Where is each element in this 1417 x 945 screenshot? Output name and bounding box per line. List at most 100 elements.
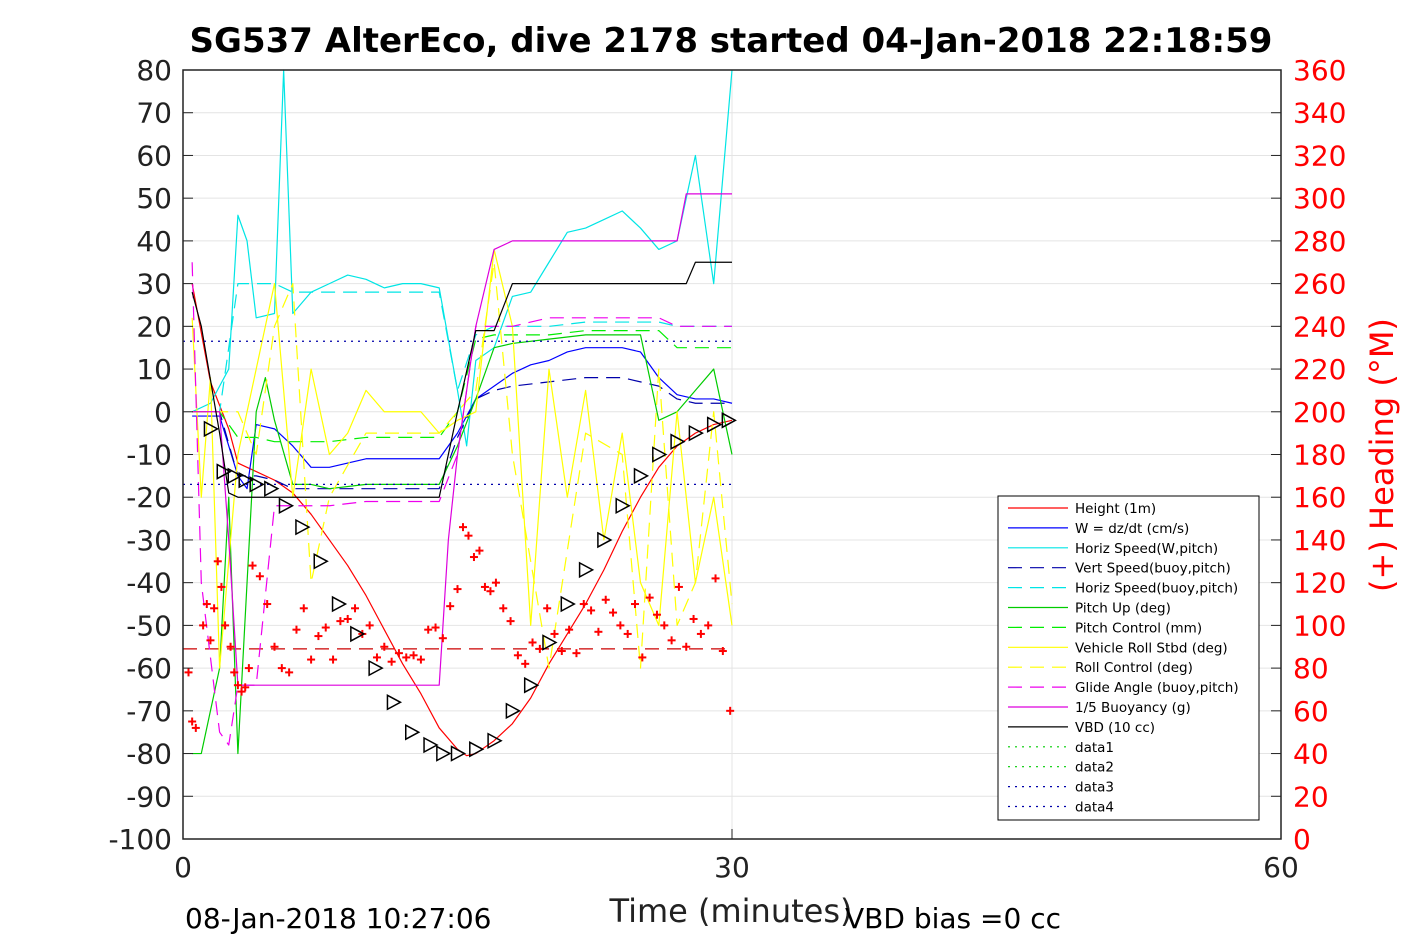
- y-tick-label: -80: [126, 738, 172, 771]
- right-tick-label: 20: [1293, 780, 1329, 813]
- dive-profile-marker: [450, 745, 467, 762]
- right-tick-label: 120: [1293, 567, 1346, 600]
- right-tick-label: 320: [1293, 139, 1346, 172]
- y-tick-label: -90: [126, 780, 172, 813]
- dive-profile-marker: [313, 553, 329, 570]
- heading-point: [572, 649, 581, 658]
- right-tick-label: 260: [1293, 268, 1346, 301]
- heading-point: [594, 627, 603, 636]
- dive-profile-marker: [688, 424, 704, 442]
- right-tick-label: 240: [1293, 310, 1346, 343]
- right-tick-label: 200: [1293, 396, 1346, 429]
- dive-profile-marker: [633, 467, 650, 485]
- right-tick-label: 300: [1293, 182, 1346, 215]
- heading-point: [329, 655, 338, 664]
- heading-point: [480, 582, 489, 591]
- right-tick-label: 80: [1293, 652, 1329, 685]
- series-line-11: [191, 261, 732, 498]
- plot-area: [183, 69, 737, 762]
- heading-point: [601, 595, 610, 604]
- dive-profile-marker: [405, 723, 421, 741]
- legend-label: VBD (10 cc): [1075, 720, 1155, 736]
- dive-profile-marker: [487, 732, 503, 749]
- legend-label: Horiz Speed(W,pitch): [1075, 541, 1218, 557]
- dive-profile-marker: [227, 467, 243, 485]
- right-axis-label: (+) Heading (°M): [1363, 318, 1401, 592]
- heading-point: [233, 681, 242, 690]
- y-tick-label: 60: [136, 139, 172, 172]
- heading-point: [184, 668, 193, 677]
- y-tick-label: -70: [126, 695, 172, 728]
- heading-point: [217, 582, 226, 591]
- dive-profile-marker: [560, 595, 576, 613]
- heading-point: [660, 621, 669, 630]
- dive-profile-marker: [203, 420, 220, 438]
- legend-label: W = dz/dt (cm/s): [1075, 521, 1189, 537]
- legend-label: 1/5 Buoyancy (g): [1075, 700, 1191, 716]
- heading-point: [237, 687, 246, 696]
- heading-point: [645, 593, 654, 602]
- heading-point: [704, 621, 713, 630]
- heading-point: [464, 531, 473, 540]
- y-tick-label: 30: [136, 268, 172, 301]
- heading-point: [402, 653, 411, 662]
- legend-label: Vert Speed(buoy,pitch): [1075, 561, 1231, 577]
- y-tick-label: -50: [126, 609, 172, 642]
- legend-label: Pitch Up (deg): [1075, 601, 1171, 617]
- chart-title: SG537 AlterEco, dive 2178 started 04-Jan…: [190, 21, 1273, 61]
- dive-profile-marker: [652, 446, 668, 463]
- footer-vbd-bias: VBD bias =0 cc: [845, 902, 1061, 935]
- right-tick-label: 220: [1293, 353, 1346, 386]
- heading-point: [674, 582, 683, 591]
- heading-point: [226, 642, 235, 651]
- heading-point: [221, 621, 230, 630]
- dive-profile-marker: [386, 694, 403, 711]
- legend-box: [997, 495, 1260, 821]
- dive-profile-marker: [542, 634, 558, 651]
- series-line-5: [192, 334, 733, 755]
- y-tick-label: 50: [136, 182, 172, 215]
- y-tick-label: 10: [136, 353, 172, 386]
- heading-point: [380, 642, 389, 651]
- x-tick-label: 30: [714, 851, 750, 884]
- heading-point: [506, 617, 515, 626]
- heading-point: [438, 634, 447, 643]
- right-tick-label: 280: [1293, 225, 1346, 258]
- y-tick-label: 70: [136, 97, 172, 130]
- dive-profile-marker: [505, 702, 521, 720]
- heading-point: [682, 642, 691, 651]
- legend-label: Height (1m): [1075, 501, 1156, 517]
- heading-point: [314, 632, 323, 641]
- heading-point: [255, 572, 264, 581]
- y-tick-label: -40: [126, 567, 172, 600]
- heading-point: [191, 723, 200, 732]
- heading-point: [631, 600, 640, 609]
- heading-point: [587, 606, 596, 615]
- heading-point: [623, 629, 632, 638]
- heading-point: [431, 623, 440, 632]
- y-tick-label: -60: [126, 652, 172, 685]
- y-tick-label: 40: [136, 225, 172, 258]
- heading-point: [277, 664, 286, 673]
- heading-point: [387, 657, 396, 666]
- dive-profile-marker: [721, 412, 737, 429]
- heading-point: [372, 653, 381, 662]
- dive-profile-marker: [331, 595, 348, 613]
- heading-point: [241, 683, 250, 692]
- right-tick-label: 160: [1293, 481, 1346, 514]
- heading-point: [248, 561, 257, 570]
- y-tick-label: 80: [136, 54, 172, 87]
- heading-point: [285, 668, 294, 677]
- dive-profile-marker: [670, 433, 686, 450]
- heading-point: [336, 617, 345, 626]
- dive-profile-marker: [597, 531, 613, 549]
- heading-point: [726, 706, 735, 715]
- right-tick-label: 0: [1293, 823, 1311, 856]
- heading-point: [188, 717, 197, 726]
- heading-point: [213, 557, 222, 566]
- right-tick-label: 360: [1293, 54, 1346, 87]
- y-tick-label: 0: [154, 396, 172, 429]
- dive-profile-marker: [523, 676, 540, 694]
- dive-profile-marker: [423, 736, 439, 754]
- heading-point: [365, 621, 374, 630]
